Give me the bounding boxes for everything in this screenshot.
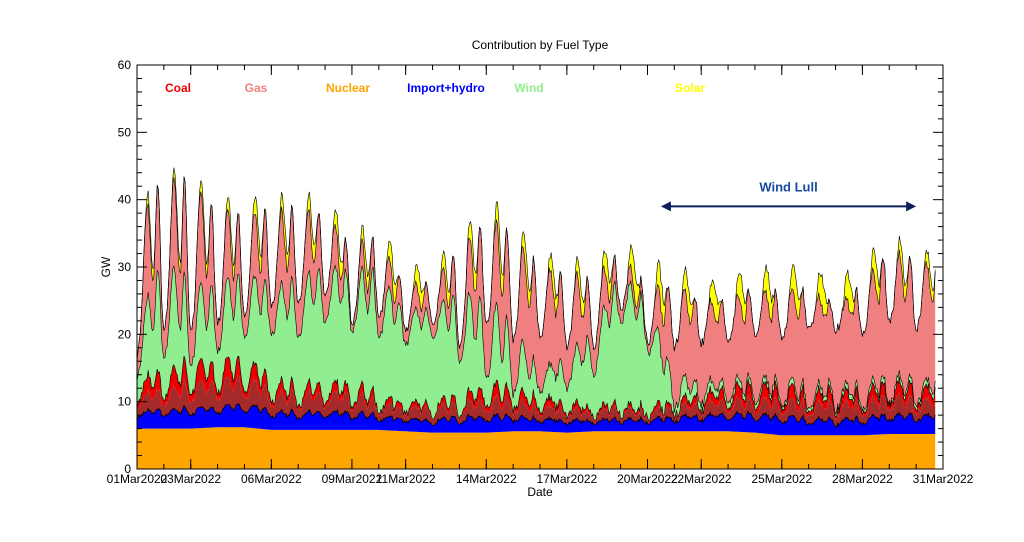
area-solar — [137, 167, 936, 360]
boundary-line — [136, 167, 936, 360]
x-tick-label: 28Mar2022 — [832, 472, 893, 486]
y-axis-label: GW — [99, 256, 113, 277]
boundary-line — [136, 403, 936, 428]
x-tick-label: 25Mar2022 — [751, 472, 812, 486]
x-tick-label: 11Mar2022 — [376, 472, 436, 486]
y-tick-label: 30 — [118, 260, 132, 274]
x-tick-label: 17Mar2022 — [537, 472, 598, 486]
y-tick-label: 20 — [118, 327, 132, 341]
y-tick-label: 0 — [124, 462, 131, 476]
x-axis-label: Date — [527, 485, 553, 499]
annotation-label: Wind Lull — [759, 179, 817, 194]
area-coal — [137, 355, 936, 422]
y-tick-label: 10 — [118, 395, 132, 409]
x-tick-label: 31Mar2022 — [913, 472, 974, 486]
legend: Coal Gas Nuclear Import+hydro Wind Solar — [165, 81, 705, 95]
boundary-line — [136, 355, 936, 422]
y-tick-label: 60 — [118, 58, 132, 72]
area-import-hydro — [137, 403, 936, 436]
annotation-arrowhead-left — [660, 201, 671, 212]
area-nuclear — [137, 427, 936, 469]
boundary-line — [136, 264, 936, 415]
annotation: Wind Lull — [660, 179, 917, 212]
x-tick-label: 09Mar2022 — [322, 472, 383, 486]
y-tick-label: 40 — [118, 193, 132, 207]
x-tick-label: 01Mar2022 — [107, 472, 168, 486]
x-tick-label: 06Mar2022 — [241, 472, 302, 486]
legend-item: Import+hydro — [407, 81, 485, 95]
legend-item: Wind — [514, 81, 543, 95]
annotation-arrowhead-right — [906, 201, 917, 212]
legend-item: Nuclear — [326, 81, 370, 95]
x-tick-label: 14Mar2022 — [456, 472, 517, 486]
legend-item: Coal — [165, 81, 191, 95]
x-tick-label: 20Mar2022 — [617, 472, 678, 486]
x-tick-label: 03Mar2022 — [160, 472, 221, 486]
stacked-areas — [136, 167, 936, 469]
legend-item: Gas — [245, 81, 268, 95]
x-tick-label: 22Mar2022 — [671, 472, 732, 486]
legend-item: Solar — [675, 81, 705, 95]
chart-title: Contribution by Fuel Type — [472, 38, 609, 52]
y-tick-label: 50 — [118, 125, 132, 139]
area-brown-band — [137, 375, 936, 428]
